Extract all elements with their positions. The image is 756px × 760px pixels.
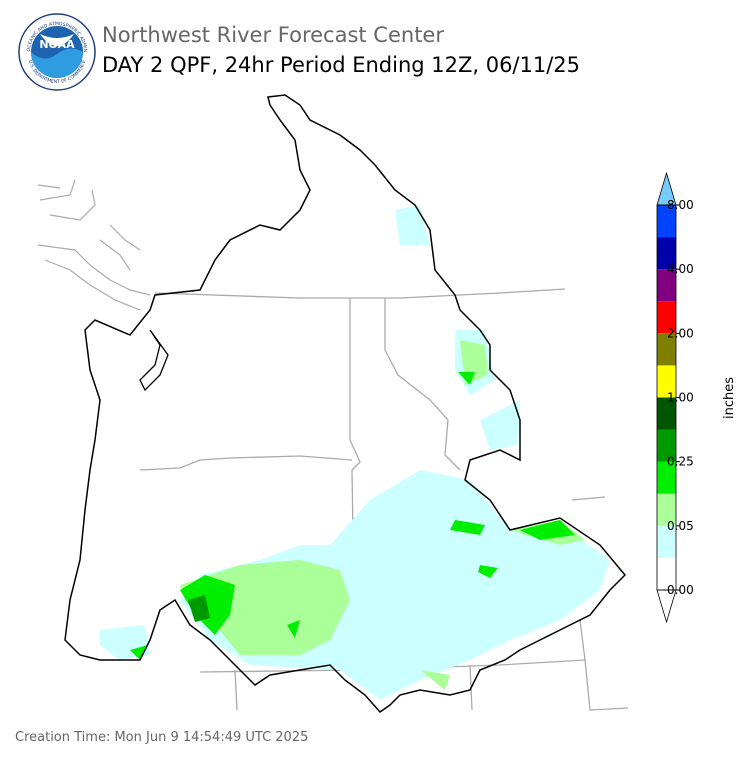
puget-sound [139, 329, 169, 392]
subtitle: DAY 2 QPF, 24hr Period Ending 12Z, 06/11… [102, 53, 580, 77]
colorbar-tick-label: 0.05 [667, 519, 694, 533]
logo-text: NOAA [39, 38, 75, 51]
creation-time: Creation Time: Mon Jun 9 14:54:49 UTC 20… [15, 730, 308, 745]
colorbar-tick-label: 2.00 [667, 326, 694, 340]
title: Northwest River Forecast Center [102, 23, 444, 47]
coastline-sound [37, 179, 151, 311]
colorbar-segment [657, 557, 676, 590]
colorbar-segment [657, 429, 676, 462]
colorbar-segment [657, 301, 676, 334]
colorbar-segment [657, 525, 676, 558]
colorbar-segment [657, 333, 676, 366]
colorbar-segment [657, 269, 676, 302]
colorbar-segment [657, 493, 676, 526]
colorbar-tick-label: 8.00 [667, 198, 694, 212]
colorbar-segment [657, 237, 676, 270]
colorbar-segment [657, 205, 676, 238]
colorbar-tick-label: 1.00 [667, 391, 694, 405]
precip-areas [100, 205, 610, 700]
noaa-logo: NOAA NATIONAL OCEANIC AND ATMOSPHERIC AD… [0, 0, 96, 91]
basin-outline [64, 94, 627, 713]
colorbar-segment [657, 397, 676, 430]
colorbar-segment [657, 461, 676, 494]
colorbar-segment [657, 365, 676, 398]
colorbar-label: inches [722, 377, 737, 419]
colorbar-tick-label: 4.00 [667, 262, 694, 276]
colorbar-tick-label: 0.25 [667, 455, 694, 469]
colorbar-tick-label: 0.00 [667, 583, 694, 597]
map [37, 94, 629, 713]
colorbar: 0.00 0.05 0.25 1.00 2.00 4.00 8.00 [656, 171, 694, 624]
